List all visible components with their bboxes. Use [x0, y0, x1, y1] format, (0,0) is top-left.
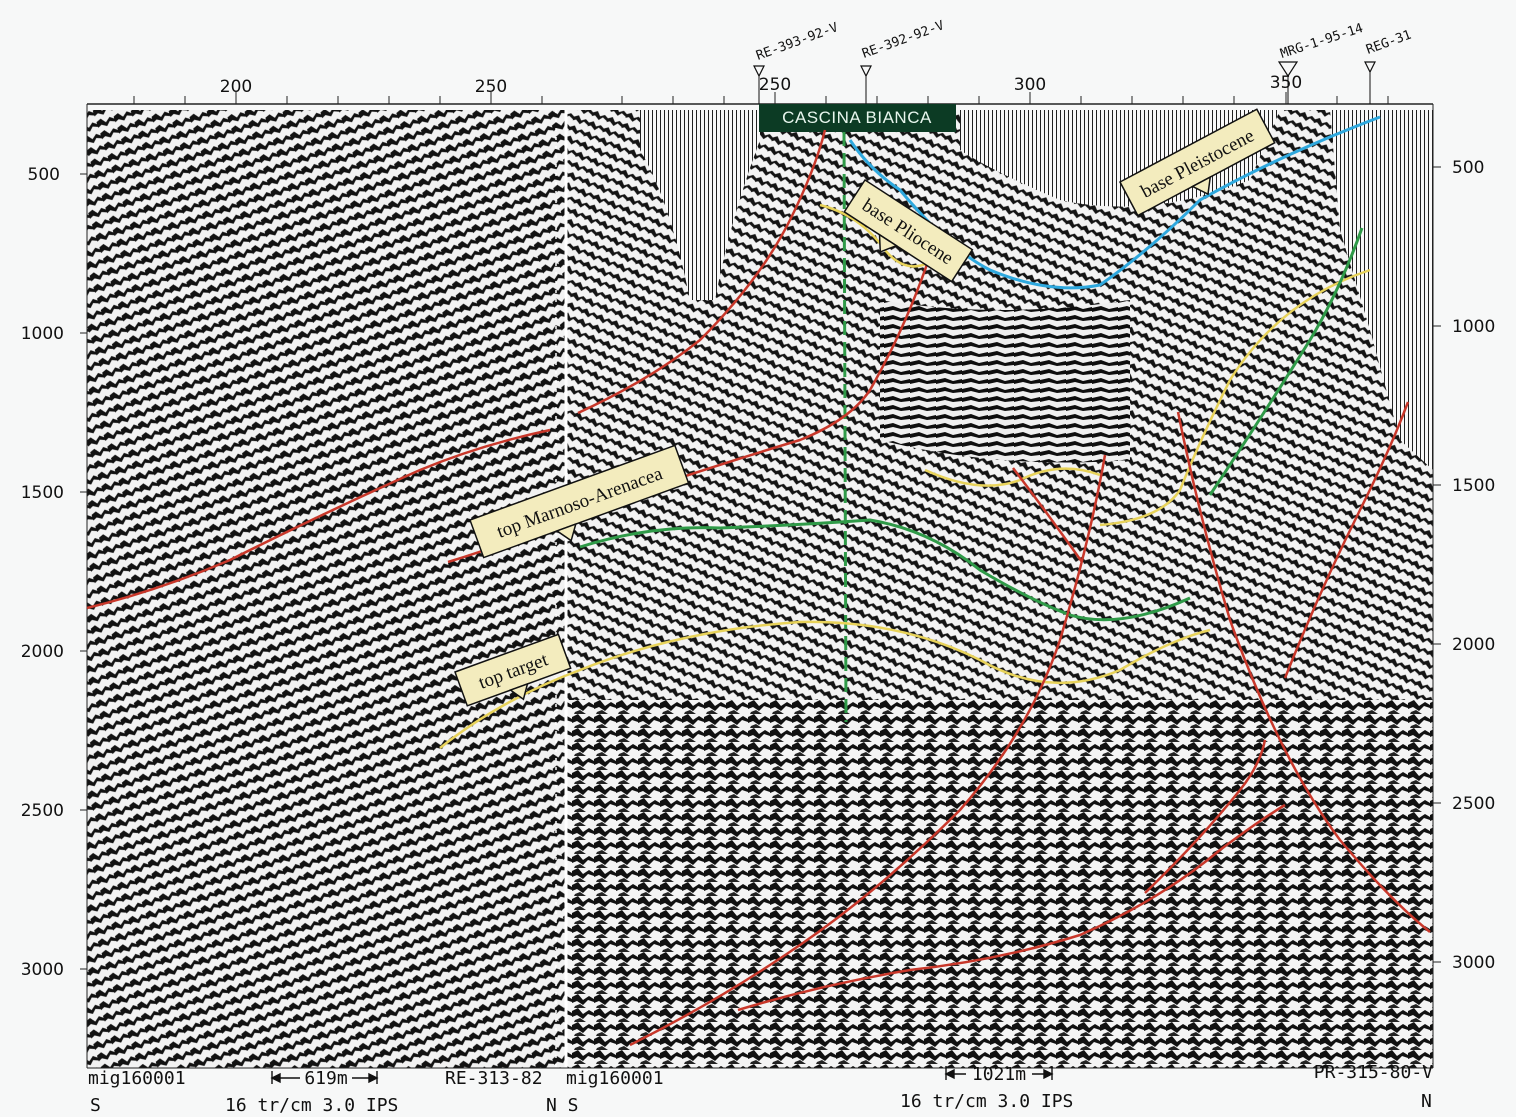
well-label-reg-31: REG-31 — [1364, 28, 1413, 58]
seismic-lower-right — [567, 700, 1433, 1068]
footer-tie-line: RE-313-82 — [445, 1068, 543, 1089]
vertical-trace-zone-1 — [640, 110, 760, 300]
footer-right-direction: N — [1421, 1091, 1432, 1112]
left-axis-label-500: 500 — [28, 165, 60, 185]
left-axis-label-2500: 2500 — [21, 801, 64, 821]
fault-red-6 — [1283, 401, 1410, 679]
well-marker-re-392: RE-392-92-V — [860, 18, 946, 104]
horizon-base-pleistocene — [848, 115, 1381, 290]
footer-right-scale-bar — [944, 1066, 1054, 1080]
fault-red-1 — [577, 129, 827, 415]
right-axis-label-1500: 1500 — [1452, 476, 1495, 496]
fault-red-3 — [629, 454, 1107, 1047]
left-axis-label-2000: 2000 — [21, 642, 64, 662]
location-title-box — [759, 104, 956, 132]
footer-right-scale-text: 1021m — [972, 1064, 1026, 1085]
horizon-yellow-right — [1099, 268, 1371, 527]
horizon-top-target — [439, 620, 1211, 749]
fault-red-5 — [1176, 411, 1431, 933]
horizon-green-steep — [1208, 227, 1364, 496]
vertical-trace-zone-3 — [1330, 110, 1433, 470]
right-axis-label-2500: 2500 — [1452, 794, 1495, 814]
footer-left-scale-bar — [270, 1071, 379, 1084]
right-axis-label-500: 500 — [1452, 158, 1484, 178]
footer-right-line-name: mig160001 — [566, 1068, 664, 1089]
footer-right-params: 16 tr/cm 3.0 IPS — [900, 1091, 1073, 1112]
fault-red-4 — [1012, 467, 1084, 563]
footer-left-params: 16 tr/cm 3.0 IPS — [225, 1095, 398, 1116]
horizon-red-upper — [86, 428, 551, 610]
seismic-panel-left — [87, 110, 565, 1068]
horizon-yellow-mid — [924, 467, 1101, 487]
well-label-mrg-1: MRG-1-95-14 — [1279, 21, 1366, 62]
right-axis-label-3000: 3000 — [1452, 953, 1495, 973]
left-axis-label-1500: 1500 — [21, 483, 64, 503]
horizon-red-deep — [737, 803, 1286, 1012]
footer-mid-directions: N S — [546, 1095, 579, 1116]
footer-left-scale-text: 619m — [304, 1068, 347, 1089]
well-label-re-393: RE-393-92-V — [754, 20, 840, 64]
footer-left-line-name: mig160001 — [88, 1068, 186, 1089]
right-axis-label-2000: 2000 — [1452, 635, 1495, 655]
seismic-flat-reflectors — [880, 300, 1130, 463]
footer-right-tie-line: PR-315-80-V — [1314, 1062, 1433, 1083]
well-marker-reg-31: REG-31 — [1364, 28, 1414, 104]
top-axis-minor-ticks — [133, 92, 1389, 104]
top-tick-200: 200 — [220, 77, 252, 97]
right-axis-label-1000: 1000 — [1452, 317, 1495, 337]
fault-red-7 — [1144, 739, 1267, 894]
top-tick-250-right: 250 — [759, 75, 791, 95]
top-tick-300: 300 — [1014, 75, 1046, 95]
location-title: CASCINA BIANCA — [782, 108, 932, 127]
horizon-top-marnoso-green — [579, 518, 1191, 622]
top-tick-250-left: 250 — [475, 77, 507, 97]
footer-left-direction: S — [90, 1095, 101, 1116]
left-axis-label-3000: 3000 — [21, 960, 64, 980]
well-label-re-392: RE-392-92-V — [860, 18, 946, 62]
left-axis-label-1000: 1000 — [21, 324, 64, 344]
top-tick-350: 350 — [1270, 73, 1302, 93]
